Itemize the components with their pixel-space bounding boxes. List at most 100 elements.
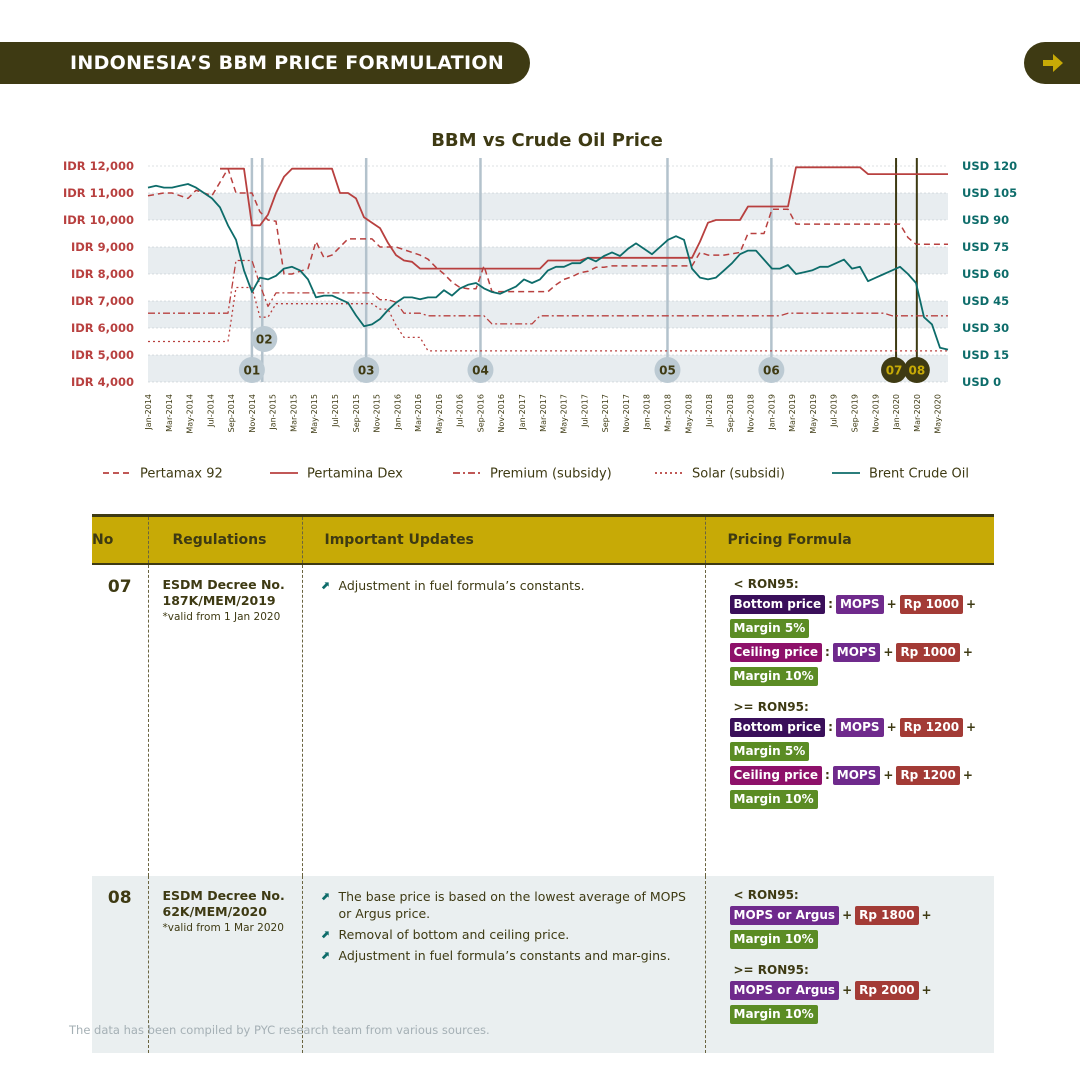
x-tick-label: Mar-2015: [289, 394, 298, 432]
event-badge-label: 06: [763, 364, 780, 378]
x-tick-label: Nov-2015: [373, 394, 382, 433]
x-tick-label: Nov-2018: [747, 394, 756, 433]
y-left-tick-label: IDR 7,000: [71, 294, 134, 308]
y-left-tick-label: IDR 8,000: [71, 267, 134, 281]
margin-tag: Margin 10%: [729, 1004, 818, 1024]
footer-note: The data has been compiled by PYC resear…: [69, 1023, 490, 1037]
y-right-tick-label: USD 0: [962, 375, 1001, 389]
row-number: 08: [92, 875, 148, 1053]
arrow-up-right-icon: ⬈: [320, 927, 330, 941]
arrow-right-icon: [1043, 54, 1063, 72]
legend-label: Premium (subsidy): [490, 467, 612, 482]
y-right-tick-label: USD 45: [962, 294, 1009, 308]
ceiling-price-tag: Ceiling price: [729, 765, 822, 785]
formula-subheading: >= RON95:: [733, 699, 809, 714]
x-tick-label: Jul-2014: [206, 394, 215, 428]
y-right-tick-label: USD 30: [962, 321, 1009, 335]
formula-line: Margin 10%: [729, 666, 989, 686]
formula-line: MOPS or Argus + Rp 2000 +: [729, 980, 989, 1000]
margin-tag: Margin 5%: [729, 618, 810, 638]
series-line-pertamax-92: [147, 167, 948, 293]
update-item: ⬈ Adjustment in fuel formula’s constants.: [320, 577, 585, 593]
x-tick-label: Jan-2014: [144, 394, 153, 431]
event-badge-label: 07: [886, 364, 903, 378]
updates-cell: ⬈ Adjustment in fuel formula’s constants.: [301, 563, 705, 876]
x-tick-label: May-2017: [560, 394, 569, 434]
event-badge: [903, 357, 930, 383]
y-right-tick-label: USD 90: [962, 213, 1009, 227]
col-header-formula: Pricing Formula: [704, 514, 994, 565]
formula-line: Ceiling price: MOPS + Rp 1200 +: [729, 765, 989, 785]
x-tick-label: Sep-2017: [601, 394, 610, 432]
x-tick-label: Mar-2017: [539, 394, 548, 432]
event-badge-label: 08: [908, 364, 925, 378]
regulation-table: No Regulations Important Updates Pricing…: [92, 514, 994, 1053]
formula-subheading: < RON95:: [733, 576, 799, 591]
mops-argus-tag: MOPS or Argus: [729, 980, 840, 1000]
col-header-no: No: [92, 514, 148, 565]
event-badge-label: 02: [256, 333, 273, 347]
constant-tag: Rp 2000: [855, 980, 919, 1000]
x-tick-label: Jul-2017: [580, 394, 589, 428]
x-tick-label: Mar-2014: [165, 394, 174, 432]
x-tick-label: Jan-2015: [269, 394, 278, 431]
margin-tag: Margin 10%: [729, 929, 818, 949]
mops-tag: MOPS: [835, 717, 884, 737]
event-badge: [353, 357, 380, 383]
row-number: 07: [107, 576, 132, 597]
x-tick-label: Sep-2019: [850, 394, 859, 432]
y-left-tick-label: IDR 11,000: [63, 186, 134, 200]
x-tick-label: Jul-2019: [830, 394, 839, 428]
mops-argus-tag: MOPS or Argus: [729, 905, 840, 925]
margin-tag: Margin 10%: [729, 666, 818, 686]
x-tick-label: Jan-2019: [767, 394, 776, 431]
next-page-button[interactable]: [1024, 42, 1080, 84]
formula-line: Margin 5%: [729, 741, 989, 761]
event-badge: [251, 326, 278, 352]
x-tick-label: May-2015: [310, 394, 319, 434]
x-tick-label: Mar-2018: [663, 394, 672, 432]
x-tick-label: May-2020: [934, 394, 943, 434]
y-left-tick-label: IDR 5,000: [71, 348, 134, 362]
table-row: 08 ESDM Decree No. 62K/MEM/2020 *valid f…: [92, 875, 994, 1053]
x-tick-label: Nov-2019: [871, 394, 880, 433]
x-tick-label: Sep-2015: [352, 394, 361, 432]
mops-tag: MOPS: [835, 594, 884, 614]
regulation-cell: ESDM Decree No. 187K/MEM/2019 *valid fro…: [147, 563, 302, 876]
bottom-price-tag: Bottom price: [729, 717, 826, 737]
x-tick-label: Jan-2017: [518, 394, 527, 431]
series-line-solar-subsidi: [148, 286, 948, 352]
y-right-tick-label: USD 60: [962, 267, 1009, 281]
regulation-note: *valid from 1 Mar 2020: [162, 921, 284, 934]
formula-cell: < RON95: Bottom price: MOPS + Rp 1000 + Marg…: [704, 563, 994, 876]
legend-label: Brent Crude Oil: [869, 467, 969, 482]
formula-line: Bottom price: MOPS + Rp 1000 +: [729, 594, 989, 614]
x-tick-label: Nov-2017: [622, 394, 631, 433]
event-badge: [467, 357, 494, 383]
x-tick-label: Sep-2018: [726, 394, 735, 432]
chart-title: BBM vs Crude Oil Price: [431, 130, 663, 151]
x-tick-label: May-2016: [435, 394, 444, 434]
updates-cell: ⬈ The base price is based on the lowest a…: [301, 875, 705, 1053]
event-badge: [881, 357, 908, 383]
x-tick-label: Jan-2020: [892, 394, 901, 431]
regulation-name: ESDM Decree No. 187K/MEM/2019: [162, 576, 285, 608]
col-header-regulations: Regulations: [147, 514, 302, 565]
x-tick-label: Nov-2016: [497, 394, 506, 433]
regulation-name: ESDM Decree No. 62K/MEM/2020: [162, 887, 285, 919]
x-tick-label: Nov-2014: [248, 394, 257, 433]
x-tick-label: May-2014: [186, 394, 195, 434]
grid-band: [148, 193, 948, 220]
y-right-tick-label: USD 105: [962, 186, 1017, 200]
x-tick-label: May-2018: [684, 394, 693, 434]
event-badge-label: 04: [472, 364, 489, 378]
x-tick-label: Jul-2016: [456, 394, 465, 428]
y-right-tick-label: USD 120: [962, 159, 1017, 173]
update-item: ⬈ The base price is based on the lowest a…: [320, 888, 686, 921]
x-tick-label: May-2019: [809, 394, 818, 434]
margin-tag: Margin 5%: [729, 741, 810, 761]
y-left-tick-label: IDR 6,000: [71, 321, 134, 335]
margin-tag: Margin 10%: [729, 789, 818, 809]
x-tick-label: Sep-2014: [227, 394, 236, 432]
arrow-up-right-icon: ⬈: [320, 578, 330, 592]
